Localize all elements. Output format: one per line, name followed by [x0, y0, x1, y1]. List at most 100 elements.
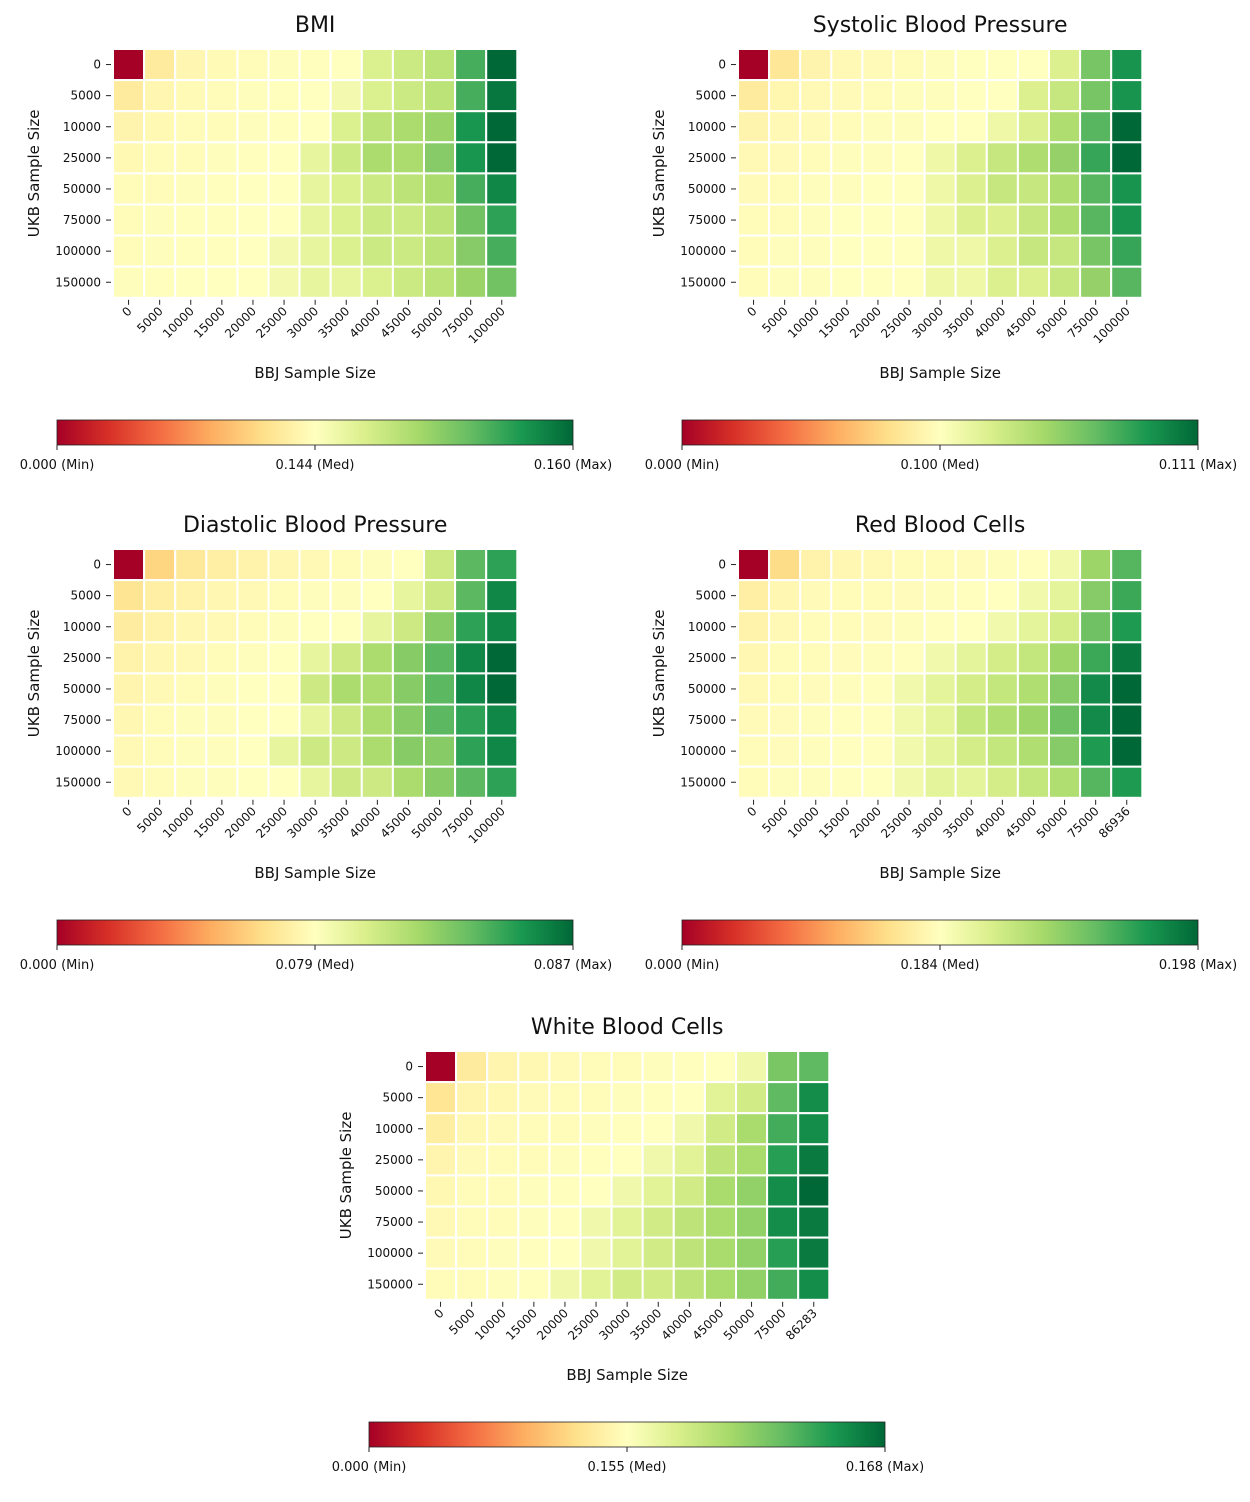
heatmap-cell: 0.157: [672, 1143, 706, 1177]
heatmap-cell: 0.193: [1079, 765, 1113, 799]
heatmap-cell: 0.101: [923, 141, 957, 175]
heatmap-cell: 0.18: [830, 610, 864, 644]
heatmap-cell: 0.148: [360, 234, 394, 268]
colorbar-tick-label: 0.168 (Max): [846, 1460, 924, 1475]
heatmap-cell: 0.099: [799, 172, 833, 206]
heatmap-cell: 0.096: [768, 110, 802, 144]
y-tick-label: 25000: [375, 1153, 413, 1167]
heatmap-svg: Diastolic Blood Pressure00.060.0680.0710…: [20, 513, 612, 973]
x-tick-label: 30000: [596, 1306, 633, 1343]
heatmap-cell: 0.079: [391, 548, 425, 582]
heatmap-cell: 0.079: [267, 765, 301, 799]
heatmap-cell: 0.1: [830, 203, 864, 237]
heatmap-cell: 0.099: [923, 79, 957, 113]
heatmap-cell: 0.145: [329, 79, 363, 113]
heatmap-cells: 00.1250.1360.1390.1410.1420.1430.1440.14…: [112, 48, 519, 299]
colorbar-tick-label: 0.000 (Min): [645, 458, 720, 473]
heatmap-cell: 0.153: [579, 1112, 613, 1146]
heatmap-cell: 0.188: [985, 672, 1019, 706]
x-tick-label: 45000: [1003, 804, 1040, 841]
heatmap-cell: 0.099: [830, 172, 864, 206]
heatmap-cell: 0.082: [360, 734, 394, 768]
heatmap-cell: 0.148: [329, 141, 363, 175]
heatmap-cell: 0.085: [454, 734, 488, 768]
heatmap-cell: 0.155: [454, 79, 488, 113]
heatmap-cell: 0.082: [360, 703, 394, 737]
heatmap-cell: 0.186: [923, 703, 957, 737]
heatmap-cell: 0.161: [735, 1205, 769, 1239]
heatmap-cell: 0.138: [424, 1112, 458, 1146]
x-tick-label: 40000: [972, 804, 1009, 841]
y-axis-label: UKB Sample Size: [337, 1112, 355, 1240]
colorbar: [56, 419, 574, 446]
heatmap-cell: 0.083: [423, 765, 457, 799]
colorbar: [368, 1421, 886, 1448]
y-tick-label: 150000: [367, 1277, 413, 1291]
heatmap-cell: 0.144: [236, 203, 270, 237]
heatmap-cell: 0.107: [1079, 110, 1113, 144]
heatmap-cell: 0.108: [1110, 234, 1144, 268]
heatmap-cell: 0.087: [485, 672, 519, 706]
heatmap-cell: 0.078: [267, 610, 301, 644]
heatmap-cell: 0.077: [236, 610, 270, 644]
heatmap-cell: 0.07: [112, 610, 146, 644]
heatmap-cell: 0.071: [205, 548, 239, 582]
heatmap-cell: 0.194: [1079, 641, 1113, 675]
heatmap-cell: 0.142: [205, 141, 239, 175]
heatmap-cell: 0.103: [1016, 234, 1050, 268]
heatmap-cell: 0.154: [579, 1143, 613, 1177]
heatmap-cell: 0.152: [423, 141, 457, 175]
heatmap-cell: 0.149: [423, 48, 457, 82]
x-axis-label: BBJ Sample Size: [566, 1366, 688, 1384]
x-tick-label: 30000: [284, 304, 321, 341]
heatmap-cell: 0.182: [861, 641, 895, 675]
heatmap-cell: 0.161: [735, 1174, 769, 1208]
y-tick-label: 100000: [680, 244, 726, 258]
heatmap-cell: 0.166: [797, 1267, 831, 1301]
heatmap-cell: 0.076: [112, 765, 146, 799]
heatmap-cell: 0.151: [455, 1205, 489, 1239]
heatmap-cell: 0.139: [205, 48, 239, 82]
heatmap-cell: 0.097: [737, 172, 771, 206]
heatmap-cell: 0.143: [267, 79, 301, 113]
chart-title: White Blood Cells: [531, 1015, 724, 1040]
heatmap-cell: 0.181: [830, 641, 864, 675]
heatmap-cell: 0.144: [267, 141, 301, 175]
heatmap-cell: 0.158: [641, 1205, 675, 1239]
heatmap-cell: 0.076: [174, 641, 208, 675]
heatmap-cell: 0.078: [205, 672, 239, 706]
chart-title: Red Blood Cells: [855, 513, 1025, 538]
heatmap-cell: 0.105: [1048, 141, 1082, 175]
x-tick-label: 20000: [534, 1306, 571, 1343]
x-tick-label: 10000: [160, 304, 197, 341]
heatmap-cell: 0.148: [517, 1050, 551, 1084]
heatmap-cell: 0.102: [954, 172, 988, 206]
heatmap-cell: 0.078: [360, 548, 394, 582]
heatmap-cell: 0.19: [1079, 548, 1113, 582]
heatmap-cell: 0: [737, 548, 771, 582]
heatmap-cell: 0.15: [391, 141, 425, 175]
heatmap-cell: 0.17: [737, 610, 771, 644]
heatmap-cell: 0.141: [205, 110, 239, 144]
heatmap-cell: 0.081: [329, 734, 363, 768]
heatmap-cell: 0.099: [861, 110, 895, 144]
heatmap-cell: 0.156: [672, 1112, 706, 1146]
heatmap-cell: 0.152: [517, 1143, 551, 1177]
x-tick-label: 25000: [253, 804, 290, 841]
heatmap-cell: 0.183: [830, 703, 864, 737]
y-tick-label: 100000: [680, 744, 726, 758]
chart-title: Systolic Blood Pressure: [813, 13, 1068, 38]
heatmap-cell: 0.154: [517, 1267, 551, 1301]
heatmap-cell: 0.101: [954, 234, 988, 268]
heatmap-cell: 0.097: [768, 141, 802, 175]
heatmap-cell: 0.151: [517, 1112, 551, 1146]
heatmap-cell: 0.19: [1048, 641, 1082, 675]
heatmap-cell: 0.157: [454, 141, 488, 175]
y-tick-label: 10000: [375, 1122, 413, 1136]
heatmap-cell: 0.179: [830, 579, 864, 613]
heatmap-cell: 0.195: [1110, 610, 1144, 644]
heatmap-cell: 0.15: [423, 172, 457, 206]
heatmap-panel-red-blood-cells: Red Blood Cells00.1450.170.1750.1770.179…: [625, 500, 1250, 1000]
heatmap-cell: 0.157: [579, 1267, 613, 1301]
heatmap-cell: 0.16: [485, 141, 519, 175]
